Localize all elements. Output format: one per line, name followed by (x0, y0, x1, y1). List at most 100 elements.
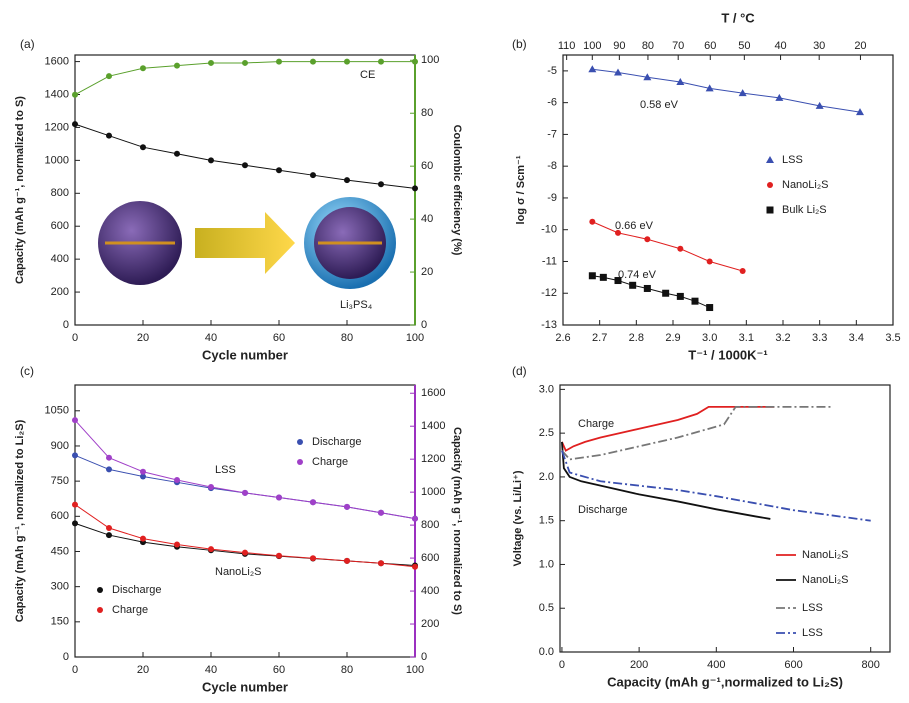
data-point (310, 58, 316, 65)
y-tick-label: 200 (51, 286, 69, 298)
data-point (106, 466, 112, 473)
x-tick-label: 60 (273, 664, 285, 676)
y-tick-label: -13 (541, 319, 557, 331)
y2-tick-label: 60 (421, 160, 433, 172)
y-axis-label: Capacity (mAh g⁻¹, normalized to S) (14, 96, 26, 284)
y-tick-label: 600 (51, 510, 69, 522)
panel-label: (c) (20, 364, 34, 378)
data-point (739, 268, 746, 274)
data-point (676, 292, 684, 300)
data-point (691, 297, 699, 305)
data-point (276, 494, 282, 501)
x-tick-label: 40 (205, 664, 217, 676)
data-point (629, 281, 637, 289)
x-tick-label: 800 (862, 659, 880, 671)
series-line (74, 504, 416, 568)
data-point (310, 499, 316, 506)
legend-label: Discharge (312, 436, 362, 448)
data-point (378, 58, 384, 65)
x-tick-label: 600 (784, 659, 802, 671)
data-point (140, 535, 146, 542)
data-point (208, 157, 214, 164)
series-line (74, 123, 416, 189)
x2-tick-label: 80 (642, 40, 654, 52)
x-tick-label: 3.0 (702, 332, 717, 344)
legend-label: Charge (312, 456, 348, 468)
data-point (705, 84, 714, 92)
data-point (174, 476, 180, 483)
data-point (208, 484, 214, 490)
data-point (643, 73, 652, 81)
data-point (242, 162, 248, 169)
x-tick-label: 0 (72, 332, 78, 344)
y-tick-label: 600 (51, 220, 69, 232)
y-tick-label: 0 (63, 319, 69, 331)
legend-label: LSS (802, 602, 823, 614)
x-axis-label: Cycle number (202, 347, 288, 362)
y2-tick-label: 1400 (421, 420, 445, 432)
legend-swatch (767, 182, 773, 188)
y-tick-label: -8 (547, 160, 557, 172)
data-point (174, 541, 180, 548)
panel-label: (d) (512, 364, 527, 378)
data-point (614, 277, 622, 285)
data-point (344, 177, 350, 184)
annotation: LSS (215, 464, 236, 476)
legend-swatch (766, 156, 774, 163)
data-point (412, 58, 418, 65)
data-point (706, 304, 714, 312)
x-axis-label: Cycle number (202, 679, 288, 694)
x-tick-label: 200 (630, 659, 648, 671)
series-line (561, 405, 833, 461)
data-point (775, 93, 784, 101)
data-point (72, 91, 78, 98)
data-point (614, 68, 622, 76)
data-point (140, 144, 146, 151)
data-point (276, 552, 282, 559)
y2-tick-label: 1200 (421, 453, 445, 465)
x-tick-label: 400 (707, 659, 725, 671)
data-point (72, 520, 78, 527)
data-point (208, 59, 214, 66)
y-tick-label: 1050 (45, 405, 69, 417)
data-point (344, 503, 350, 510)
data-point (140, 468, 146, 475)
series-line (561, 441, 771, 520)
annotation: NanoLi₂S (215, 566, 261, 578)
y-tick-label: 900 (51, 440, 69, 452)
x-tick-label: 100 (406, 664, 424, 676)
data-point (310, 172, 316, 179)
y2-tick-label: 0 (421, 651, 427, 663)
y-tick-label: 0.5 (539, 602, 554, 614)
y2-tick-label: 20 (421, 266, 433, 278)
annotation: 0.66 eV (615, 220, 654, 232)
data-point (72, 452, 78, 459)
data-point (174, 150, 180, 157)
x-tick-label: 2.6 (555, 332, 570, 344)
x2-tick-label: 60 (704, 40, 716, 52)
annotation: Li₃PS₄ (340, 299, 373, 311)
series-line (74, 419, 416, 520)
x-tick-label: 20 (137, 332, 149, 344)
legend-swatch (297, 459, 303, 465)
data-point (588, 65, 597, 73)
x-tick-label: 80 (341, 664, 353, 676)
y-tick-label: 1200 (45, 121, 69, 133)
y2-axis-label: Coulombic efficiency (%) (451, 125, 463, 256)
legend-label: NanoLi₂S (802, 549, 848, 561)
data-point (344, 557, 350, 564)
x-tick-label: 3.5 (885, 332, 900, 344)
y2-tick-label: 40 (421, 213, 433, 225)
x-tick-label: 100 (406, 332, 424, 344)
x2-tick-label: 110 (558, 40, 576, 52)
data-point (856, 108, 864, 116)
legend-label: Bulk Li₂S (782, 204, 827, 216)
plot-frame (562, 54, 894, 326)
legend-label: LSS (782, 154, 803, 166)
data-point (378, 181, 384, 188)
y-tick-label: 1400 (45, 88, 69, 100)
data-point (615, 229, 621, 236)
illustration (98, 197, 396, 289)
x2-tick-label: 100 (583, 40, 601, 52)
series-line (592, 221, 743, 272)
